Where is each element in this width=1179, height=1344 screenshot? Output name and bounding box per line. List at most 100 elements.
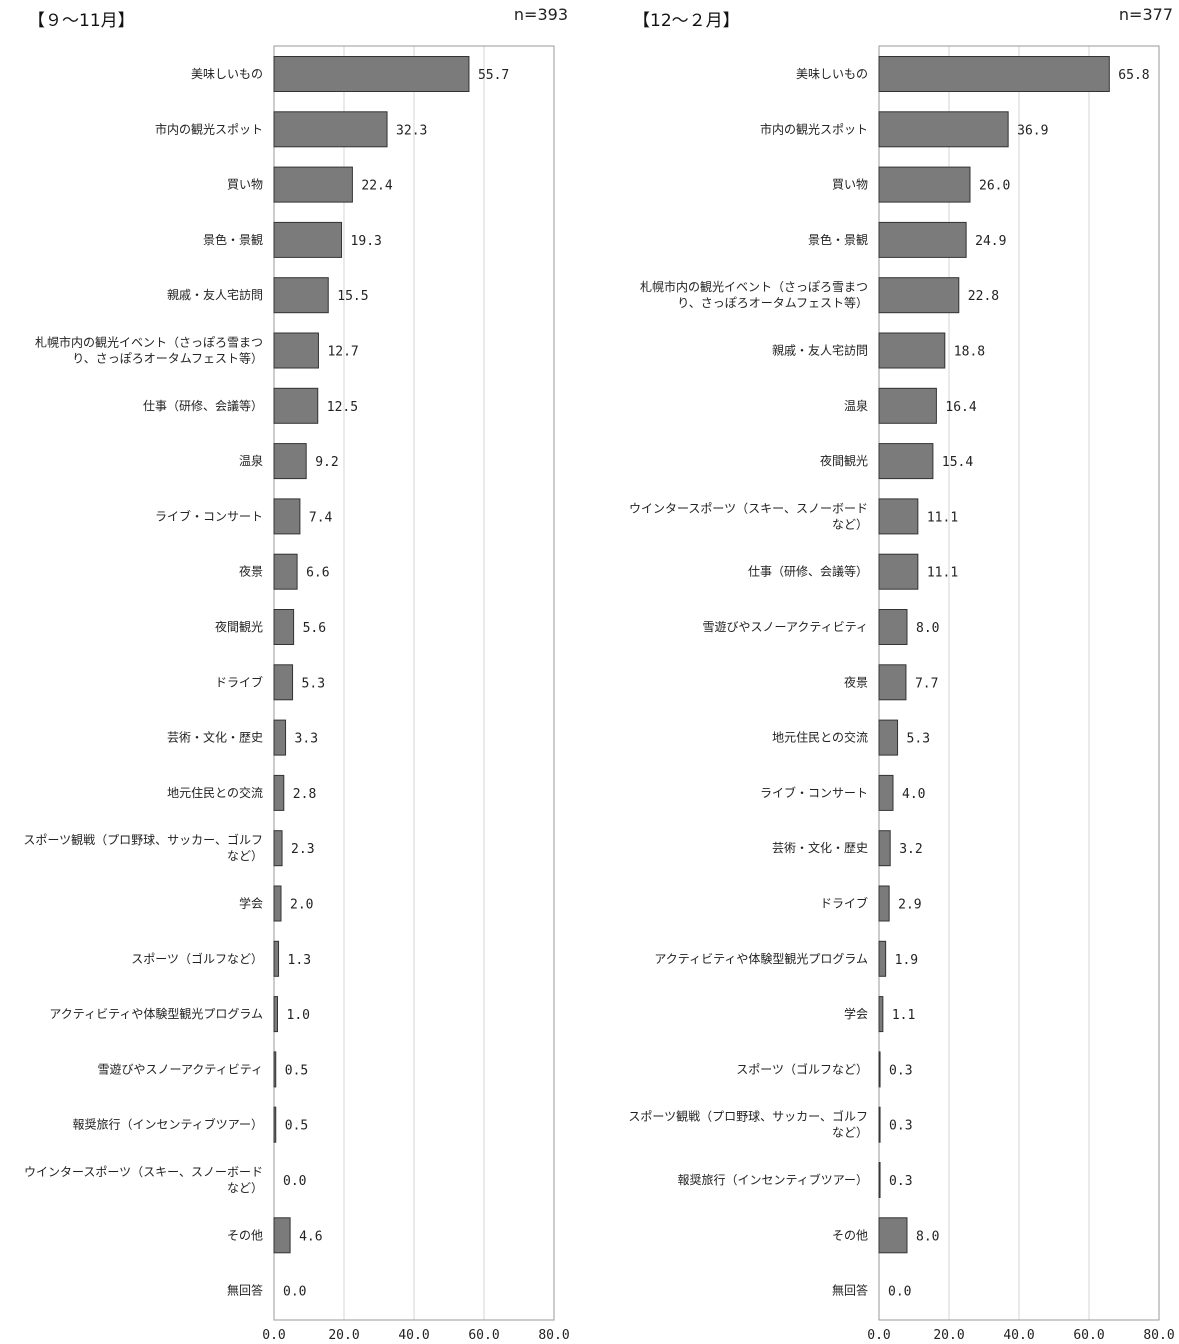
bar xyxy=(273,111,388,148)
bar xyxy=(273,996,278,1033)
category-label: 札幌市内の観光イベント（さっぽろ雪まつり、さっぽろオータムフェスト等） xyxy=(35,335,263,366)
bar xyxy=(878,664,907,701)
category-label: 雪遊びやスノーアクティビティ xyxy=(98,1061,263,1076)
value-label: 1.0 xyxy=(287,1008,310,1023)
value-label: 0.5 xyxy=(285,1063,308,1078)
x-tick-label: 20.0 xyxy=(933,1328,964,1343)
x-tick-label: 80.0 xyxy=(538,1328,569,1343)
category-label: スポーツ（ゴルフなど） xyxy=(131,951,263,966)
category-label: スポーツ（ゴルフなど） xyxy=(736,1061,868,1076)
bar xyxy=(273,1051,277,1088)
bar xyxy=(878,277,960,314)
category-label: 地元住民との交流 xyxy=(167,785,263,800)
category-label: スポーツ観戦（プロ野球、サッカー、ゴルフなど） xyxy=(23,832,263,863)
category-label: 雪遊びやスノーアクティビティ xyxy=(703,619,868,634)
category-label: その他 xyxy=(227,1228,263,1242)
value-label: 5.3 xyxy=(302,676,325,691)
value-label: 11.1 xyxy=(927,566,958,581)
category-label: 美味しいもの xyxy=(191,67,263,81)
value-label: 0.0 xyxy=(888,1285,911,1300)
chart-title: 【９～11月】 xyxy=(28,11,135,31)
value-label: 12.7 xyxy=(327,345,358,360)
value-label: 1.3 xyxy=(288,953,311,968)
bar xyxy=(878,1162,881,1198)
bar xyxy=(273,221,343,258)
value-label: 15.5 xyxy=(337,289,368,304)
bar xyxy=(878,498,919,535)
category-label: 芸術・文化・歴史 xyxy=(167,730,263,745)
bar xyxy=(878,1051,881,1088)
bar xyxy=(878,774,894,811)
x-tick-label: 80.0 xyxy=(1143,1328,1174,1343)
bar xyxy=(273,664,294,701)
bar xyxy=(273,940,280,977)
value-label: 36.9 xyxy=(1017,123,1048,138)
chart-title: 【12～２月】 xyxy=(633,11,740,31)
category-label: 市内の観光スポット xyxy=(760,121,868,136)
bar xyxy=(273,166,353,203)
x-tick-label: 0.0 xyxy=(262,1328,285,1343)
category-label: 買い物 xyxy=(832,178,868,192)
bar xyxy=(273,387,319,424)
x-tick-label: 20.0 xyxy=(328,1328,359,1343)
bar xyxy=(878,996,884,1033)
value-label: 4.0 xyxy=(902,787,925,802)
x-tick-label: 0.0 xyxy=(867,1328,890,1343)
bar xyxy=(273,56,470,92)
category-label: アクティビティや体験型観光プログラム xyxy=(49,1006,263,1021)
bar xyxy=(273,719,287,756)
bar xyxy=(878,553,919,590)
bar xyxy=(878,1217,908,1254)
category-label: ライブ・コンサート xyxy=(155,508,263,523)
bar xyxy=(273,443,307,480)
bar xyxy=(878,885,890,922)
bar xyxy=(878,56,1110,92)
bar xyxy=(878,443,934,480)
chart-panel-dec-feb: 【12～２月】 n=377 0.0 20.0 40.0 60.0 80.0 美味しいもの 65.… xyxy=(628,5,1174,1343)
category-label: 夜間観光 xyxy=(215,619,263,634)
category-label: 地元住民との交流 xyxy=(772,730,868,745)
value-label: 0.3 xyxy=(889,1063,912,1078)
value-label: 3.2 xyxy=(899,842,922,857)
category-label: 親戚・友人宅訪問 xyxy=(167,287,263,302)
category-label: 学会 xyxy=(844,1006,868,1021)
value-label: 8.0 xyxy=(916,621,939,636)
bar xyxy=(878,332,946,369)
value-label: 2.0 xyxy=(290,898,313,913)
value-label: 22.4 xyxy=(361,179,392,194)
value-label: 2.8 xyxy=(293,787,316,802)
bar xyxy=(273,774,285,811)
value-label: 0.5 xyxy=(285,1119,308,1134)
value-label: 18.8 xyxy=(954,345,985,360)
bar xyxy=(878,221,967,258)
value-label: 16.4 xyxy=(945,400,976,415)
value-label: 3.3 xyxy=(295,732,318,747)
value-label: 32.3 xyxy=(396,123,427,138)
category-label: 芸術・文化・歴史 xyxy=(772,840,868,855)
bar xyxy=(273,885,282,922)
category-label: ドライブ xyxy=(215,674,263,689)
value-label: 2.3 xyxy=(291,842,314,857)
category-label: 景色・景観 xyxy=(808,233,868,247)
value-label: 8.0 xyxy=(916,1229,939,1244)
category-label: 買い物 xyxy=(227,178,263,192)
category-label: 無回答 xyxy=(832,1283,868,1298)
value-label: 9.2 xyxy=(315,455,338,470)
value-label: 24.9 xyxy=(975,234,1006,249)
value-label: 55.7 xyxy=(478,68,509,83)
bar xyxy=(273,609,295,645)
category-label: 札幌市内の観光イベント（さっぽろ雪まつり、さっぽろオータムフェスト等） xyxy=(640,279,868,310)
x-tick-label: 40.0 xyxy=(1003,1328,1034,1343)
bar xyxy=(878,166,971,203)
bar xyxy=(878,940,887,977)
value-label: 7.7 xyxy=(915,676,938,691)
value-label: 11.1 xyxy=(927,510,958,525)
sample-size-label: n=377 xyxy=(1119,5,1173,24)
category-label: ドライブ xyxy=(820,896,868,911)
bar xyxy=(273,1106,277,1143)
category-label: その他 xyxy=(832,1228,868,1242)
category-label: 夜景 xyxy=(239,564,263,579)
value-label: 19.3 xyxy=(351,234,382,249)
value-label: 0.3 xyxy=(889,1174,912,1189)
